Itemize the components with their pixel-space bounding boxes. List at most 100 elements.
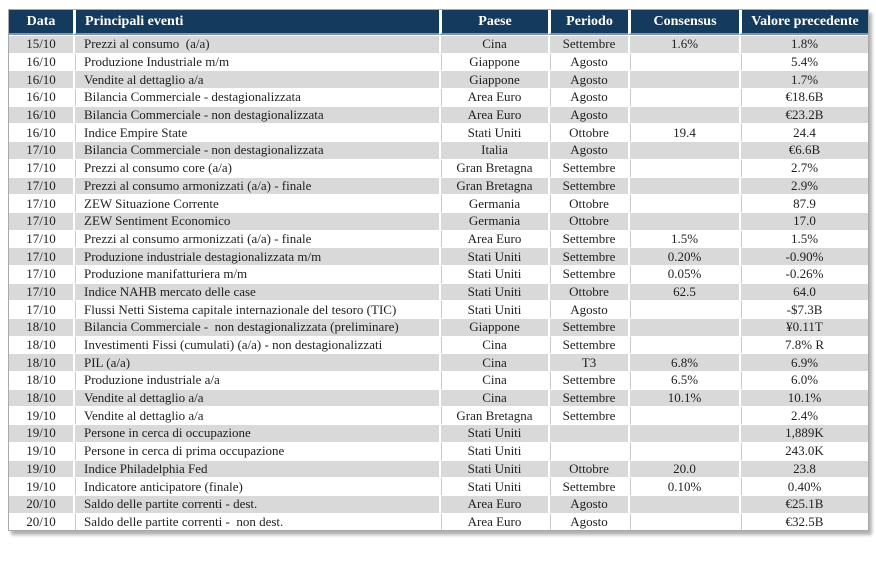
cell-data: 17/10 bbox=[9, 264, 73, 283]
cell-periodo: Settembre bbox=[548, 264, 628, 283]
cell-consensus: 0.20% bbox=[628, 247, 739, 265]
cell-consensus: 19.4 bbox=[628, 123, 739, 142]
cell-eventi: Persone in cerca di occupazione bbox=[73, 424, 439, 442]
cell-eventi: Indicatore anticipatore (finale) bbox=[73, 477, 439, 495]
cell-consensus bbox=[628, 318, 739, 336]
cell-data: 17/10 bbox=[9, 247, 73, 265]
cell-eventi: Prezzi al consumo core (a/a) bbox=[73, 158, 439, 177]
cell-periodo: Agosto bbox=[548, 512, 628, 531]
table-header: Data Principali eventi Paese Periodo Con… bbox=[9, 10, 868, 35]
col-header-consensus: Consensus bbox=[628, 10, 739, 35]
cell-consensus bbox=[628, 424, 739, 442]
cell-eventi: ZEW Situazione Corrente bbox=[73, 194, 439, 212]
cell-data: 17/10 bbox=[9, 194, 73, 212]
table-row: 17/10 Produzione manifatturiera m/m Stati … bbox=[9, 264, 868, 283]
cell-paese: Stati Uniti bbox=[439, 300, 548, 318]
cell-periodo: Ottobre bbox=[548, 282, 628, 301]
cell-eventi: Vendite al dettaglio a/a bbox=[73, 70, 439, 89]
cell-consensus bbox=[628, 52, 739, 71]
cell-data: 16/10 bbox=[9, 52, 73, 71]
cell-valore: 6.9% bbox=[739, 353, 868, 372]
cell-valore: 2.9% bbox=[739, 176, 868, 195]
table-row: 15/10 Prezzi al consumo (a/a) Cina Settembr… bbox=[9, 35, 868, 53]
cell-eventi: Flussi Netti Sistema capitale internazio… bbox=[73, 300, 439, 318]
header-row: Data Principali eventi Paese Periodo Con… bbox=[9, 10, 868, 35]
cell-data: 15/10 bbox=[9, 35, 73, 53]
cell-eventi: Vendite al dettaglio a/a bbox=[73, 406, 439, 425]
cell-paese: Germania bbox=[439, 194, 548, 212]
cell-valore: 5.4% bbox=[739, 52, 868, 71]
cell-periodo: Settembre bbox=[548, 247, 628, 265]
cell-data: 17/10 bbox=[9, 300, 73, 318]
cell-paese: Giappone bbox=[439, 318, 548, 336]
cell-consensus: 1.6% bbox=[628, 35, 739, 53]
cell-consensus: 6.5% bbox=[628, 371, 739, 389]
cell-data: 20/10 bbox=[9, 494, 73, 513]
cell-data: 18/10 bbox=[9, 371, 73, 389]
cell-periodo: Agosto bbox=[548, 70, 628, 89]
cell-periodo: Ottobre bbox=[548, 211, 628, 230]
cell-consensus bbox=[628, 158, 739, 177]
cell-valore: €18.6B bbox=[739, 88, 868, 106]
cell-periodo: Settembre bbox=[548, 335, 628, 354]
cell-data: 17/10 bbox=[9, 176, 73, 195]
cell-periodo: Agosto bbox=[548, 141, 628, 159]
cell-valore: 1.7% bbox=[739, 70, 868, 89]
cell-valore: 23.8 bbox=[739, 459, 868, 478]
table-row: 20/10 Saldo delle partite correnti - non … bbox=[9, 512, 868, 531]
cell-paese: Gran Bretagna bbox=[439, 176, 548, 195]
table-row: 17/10 Bilancia Commerciale - non destagio… bbox=[9, 141, 868, 159]
cell-data: 17/10 bbox=[9, 282, 73, 301]
cell-paese: Stati Uniti bbox=[439, 247, 548, 265]
table-row: 19/10 Indice Philadelphia Fed Stati Uniti O… bbox=[9, 459, 868, 478]
cell-valore: 243.0K bbox=[739, 441, 868, 460]
cell-eventi: ZEW Sentiment Economico bbox=[73, 211, 439, 230]
cell-eventi: Indice NAHB mercato delle case bbox=[73, 282, 439, 301]
cell-periodo: Agosto bbox=[548, 105, 628, 124]
table-row: 19/10 Persone in cerca di prima occupazio… bbox=[9, 441, 868, 460]
cell-paese: Cina bbox=[439, 35, 548, 53]
table-row: 17/10 Prezzi al consumo armonizzati (a/a)… bbox=[9, 229, 868, 248]
cell-eventi: Bilancia Commerciale - destagionalizzata bbox=[73, 88, 439, 106]
cell-paese: Cina bbox=[439, 371, 548, 389]
cell-periodo: Ottobre bbox=[548, 123, 628, 142]
cell-consensus bbox=[628, 494, 739, 513]
cell-paese: Gran Bretagna bbox=[439, 158, 548, 177]
table-row: 19/10 Indicatore anticipatore (finale) Sta… bbox=[9, 477, 868, 495]
cell-data: 16/10 bbox=[9, 105, 73, 124]
cell-consensus bbox=[628, 441, 739, 460]
cell-consensus bbox=[628, 211, 739, 230]
cell-consensus bbox=[628, 335, 739, 354]
cell-eventi: Produzione industriale destagionalizzata… bbox=[73, 247, 439, 265]
cell-data: 16/10 bbox=[9, 70, 73, 89]
cell-valore: -0.90% bbox=[739, 247, 868, 265]
cell-eventi: Produzione manifatturiera m/m bbox=[73, 264, 439, 283]
cell-valore: 24.4 bbox=[739, 123, 868, 142]
cell-valore: 2.7% bbox=[739, 158, 868, 177]
cell-valore: 87.9 bbox=[739, 194, 868, 212]
cell-data: 18/10 bbox=[9, 353, 73, 372]
cell-valore: 10.1% bbox=[739, 388, 868, 407]
cell-consensus bbox=[628, 70, 739, 89]
cell-data: 16/10 bbox=[9, 123, 73, 142]
cell-data: 19/10 bbox=[9, 406, 73, 425]
cell-valore: 1.5% bbox=[739, 229, 868, 248]
cell-consensus: 62.5 bbox=[628, 282, 739, 301]
cell-eventi: Persone in cerca di prima occupazione bbox=[73, 441, 439, 460]
cell-paese: Germania bbox=[439, 211, 548, 230]
cell-eventi: Bilancia Commerciale - non destagionaliz… bbox=[73, 141, 439, 159]
cell-paese: Cina bbox=[439, 388, 548, 407]
cell-data: 19/10 bbox=[9, 477, 73, 495]
cell-paese: Area Euro bbox=[439, 88, 548, 106]
table-row: 16/10 Bilancia Commerciale - non destagio… bbox=[9, 105, 868, 124]
cell-valore: 0.40% bbox=[739, 477, 868, 495]
page: Data Principali eventi Paese Periodo Con… bbox=[8, 9, 869, 532]
table-row: 16/10 Indice Empire State Stati Uniti Ottob… bbox=[9, 123, 868, 142]
cell-consensus bbox=[628, 194, 739, 212]
cell-eventi: Saldo delle partite correnti - dest. bbox=[73, 494, 439, 513]
cell-periodo: Settembre bbox=[548, 371, 628, 389]
cell-paese: Stati Uniti bbox=[439, 441, 548, 460]
cell-valore: 64.0 bbox=[739, 282, 868, 301]
cell-eventi: Produzione Industriale m/m bbox=[73, 52, 439, 71]
cell-data: 19/10 bbox=[9, 424, 73, 442]
